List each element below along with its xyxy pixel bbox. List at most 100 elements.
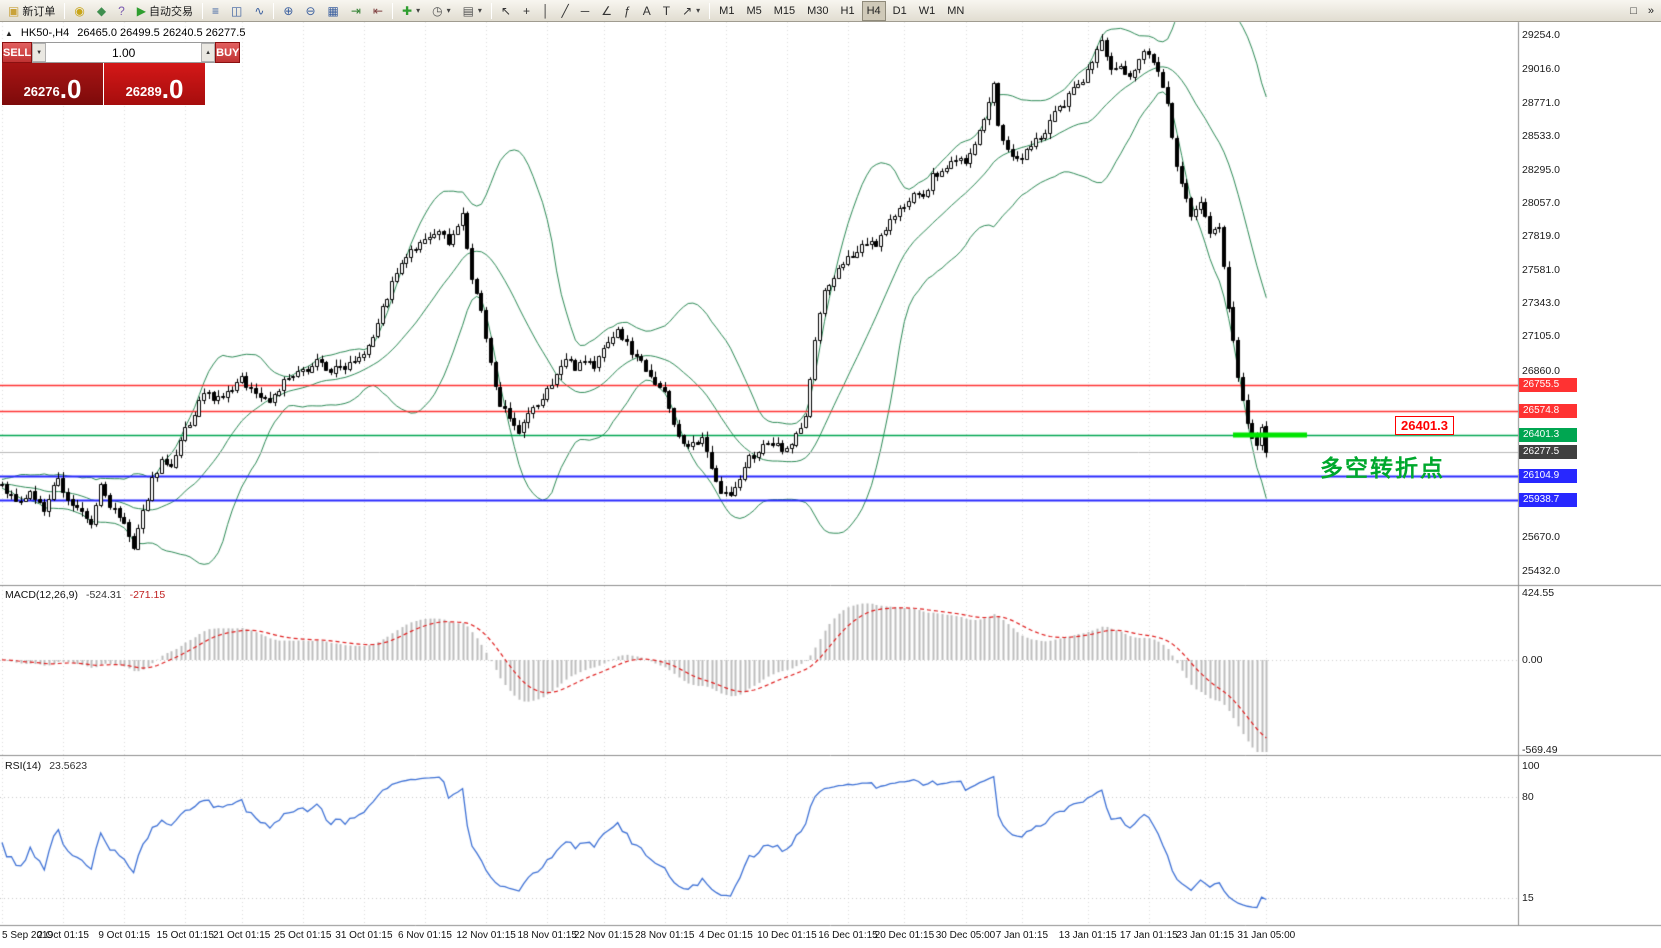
macd-axis-label: 0.00	[1522, 654, 1543, 666]
toolbar-help[interactable]: ?	[113, 1, 130, 21]
alerts-icon: ◉	[74, 3, 85, 18]
chart-shift-icon: ⇤	[372, 3, 383, 18]
toolbar-templates[interactable]: ▤ ▾	[458, 1, 487, 21]
timeframe-m30[interactable]: M30	[802, 1, 833, 21]
time-axis-label: 7 Jan 01:15	[995, 930, 1049, 941]
timeframe-d1[interactable]: D1	[888, 1, 912, 21]
macd-signal-value: -271.15	[129, 589, 166, 601]
toolbar-text[interactable]: A	[638, 1, 656, 21]
time-axis-label: 28 Nov 01:15	[634, 930, 695, 941]
toolbar-alerts[interactable]: ◉	[69, 1, 89, 21]
toolbar-vertical-line[interactable]: │	[537, 1, 555, 21]
candlestick-chart-icon: ◫	[231, 3, 243, 18]
trade-panel-buttons-row: SELL ▼ ▲ BUY	[2, 42, 241, 63]
timeframe-m15[interactable]: M15	[769, 1, 800, 21]
macd-name: MACD(12,26,9)	[5, 589, 78, 601]
toolbar: ▣ 新订单 ◉ ◆? ▶ 自动交易 ≡ ◫ ∿ ⊕ ⊖ ▦ ⇥ ⇤ ✚ ▾ ◷ ▾ ▤ ▾ ↖ + │ ╱ ─ ∠ ƒ A T ↗ ▾ M1 M…	[0, 0, 1661, 22]
rsi-axis-label: 15	[1522, 891, 1534, 904]
toolbar-more-button[interactable]: »	[1645, 1, 1657, 21]
cursor-icon: ↖	[500, 3, 511, 18]
sell-price-display[interactable]: 26276.0	[2, 63, 103, 105]
periods-icon: ◷	[432, 3, 443, 18]
indicators-caret-icon: ▾	[416, 6, 421, 15]
price-axis-label: 28295.0	[1522, 163, 1560, 176]
toolbar-mql5[interactable]: ◆	[92, 1, 111, 21]
price-axis-label: 29254.0	[1522, 29, 1560, 42]
toolbar-line-chart[interactable]: ∿	[249, 1, 269, 21]
text-icon: A	[642, 3, 651, 18]
autotrading-label: 自动交易	[148, 5, 193, 18]
one-click-panel-toggle-icon[interactable]: ▲	[5, 28, 13, 38]
price-axis-label: 25432.0	[1522, 564, 1560, 577]
toolbar-separator	[201, 2, 203, 19]
time-axis-label: 17 Jan 01:15	[1119, 930, 1178, 941]
toolbar-bar-chart[interactable]: ≡	[207, 1, 224, 21]
toolbar-candlestick-chart[interactable]: ◫	[226, 1, 247, 21]
trendline-icon: ╱	[561, 3, 569, 18]
macd-axis-label: -569.49	[1522, 743, 1558, 756]
toolbar-chart-shift[interactable]: ⇤	[368, 1, 388, 21]
volume-increase-button[interactable]: ▲	[201, 43, 216, 62]
price-axis-label: 28533.0	[1522, 130, 1560, 143]
timeframe-h1[interactable]: H1	[836, 1, 860, 21]
volume-decrease-button[interactable]: ▼	[32, 43, 47, 62]
toolbar-arrows[interactable]: ↗ ▾	[677, 1, 705, 21]
toolbar-horizontal-line[interactable]: ─	[576, 1, 595, 21]
auto-scroll-icon: ⇥	[350, 3, 361, 18]
timeframe-m1[interactable]: M1	[714, 1, 739, 21]
price-axis-label: 27343.0	[1522, 297, 1560, 310]
timeframe-h4[interactable]: H4	[861, 0, 886, 21]
timeframe-m5[interactable]: M5	[741, 1, 766, 21]
toolbar-tile-windows[interactable]: ▦	[323, 1, 344, 21]
toolbar-fibonacci[interactable]: ƒ	[619, 1, 636, 21]
toolbar-zoom-out[interactable]: ⊖	[300, 1, 320, 21]
price-axis-label: 27105.0	[1522, 330, 1560, 343]
buy-price-int: 26289	[125, 84, 162, 99]
rsi-value: 23.5623	[49, 760, 88, 772]
toolbar-separator	[392, 2, 393, 19]
price-tag: 26755.5	[1519, 378, 1577, 393]
time-axis-label: 31 Oct 01:15	[335, 930, 393, 941]
time-axis-label: 23 Jan 01:15	[1176, 930, 1235, 941]
time-axis-label: 25 Oct 01:15	[274, 930, 332, 941]
new-order-icon: ▣	[8, 3, 20, 18]
chart-ohlc: 26465.0 26499.5 26240.5 26277.5	[77, 27, 246, 39]
volume-input[interactable]	[46, 43, 202, 62]
rsi-indicator-label: RSI(14) 23.5623	[5, 760, 87, 772]
toolbar-separator	[709, 2, 711, 19]
toolbar-window-button[interactable]: □	[1627, 1, 1640, 21]
toolbar-text-label[interactable]: T	[658, 1, 675, 21]
price-axis-label: 28057.0	[1522, 197, 1560, 210]
rsi-axis-label: 100	[1522, 760, 1540, 772]
toolbar-equidistant-channel[interactable]: ∠	[596, 1, 617, 21]
sell-price-int: 26276	[23, 84, 60, 99]
indicators-icon: ✚	[402, 3, 413, 18]
timeframe-w1[interactable]: W1	[914, 1, 941, 21]
equidistant-channel-icon: ∠	[601, 3, 613, 18]
price-callout-label[interactable]: 26401.3	[1395, 415, 1454, 435]
toolbar-auto-scroll[interactable]: ⇥	[346, 1, 366, 21]
buy-price-display[interactable]: 26289.0	[104, 63, 205, 105]
turning-point-annotation[interactable]: 多空转折点	[1320, 455, 1445, 482]
rsi-name: RSI(14)	[5, 760, 42, 772]
toolbar-autotrading[interactable]: ▶ 自动交易	[132, 1, 198, 21]
fibonacci-icon: ƒ	[624, 3, 631, 18]
price-axis-label: 27581.0	[1522, 263, 1560, 276]
timeframe-mn[interactable]: MN	[942, 1, 969, 21]
toolbar-new-order[interactable]: ▣ 新订单	[3, 1, 60, 21]
toolbar-indicators[interactable]: ✚ ▾	[397, 1, 425, 21]
sell-button[interactable]: SELL	[2, 42, 33, 63]
price-tag: 26104.9	[1519, 469, 1577, 484]
one-click-trading-panel: SELL ▼ ▲ BUY 26276.0 26289.0	[2, 42, 241, 105]
toolbar-cursor[interactable]: ↖	[496, 1, 516, 21]
time-axis-label: 9 Oct 01:15	[98, 930, 151, 941]
toolbar-trendline[interactable]: ╱	[557, 1, 574, 21]
buy-price-frac: .0	[161, 74, 184, 104]
toolbar-crosshair[interactable]: +	[518, 1, 535, 21]
toolbar-periods[interactable]: ◷ ▾	[427, 1, 456, 21]
new-order-label: 新订单	[22, 5, 56, 18]
toolbar-zoom-in[interactable]: ⊕	[278, 1, 298, 21]
buy-button[interactable]: BUY	[215, 42, 241, 63]
